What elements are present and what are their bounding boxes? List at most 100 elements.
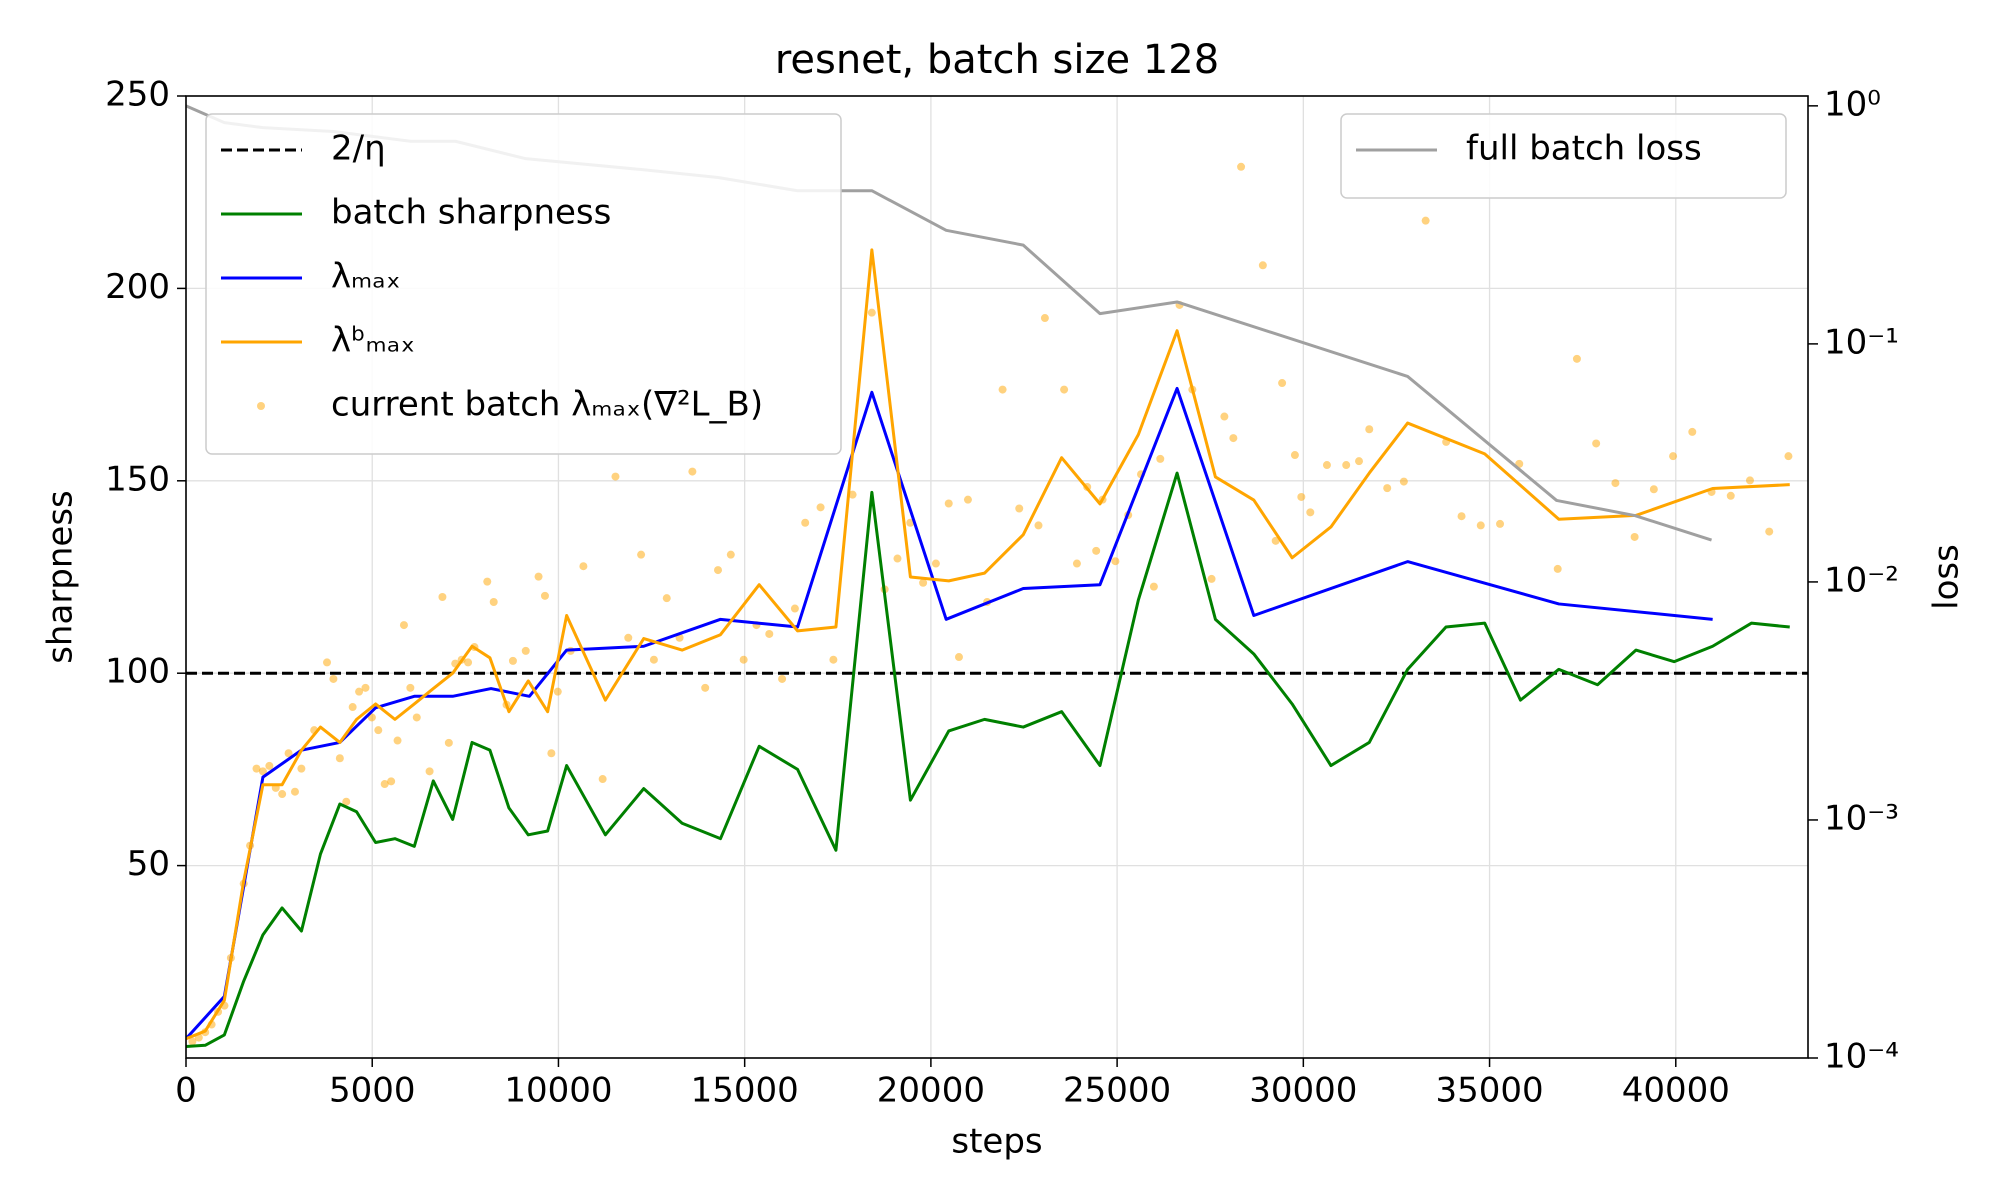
scatter-point	[906, 518, 915, 527]
x-tick-label: 20000	[877, 1071, 985, 1111]
scatter-point	[521, 646, 530, 655]
x-axis-label: steps	[951, 1122, 1042, 1162]
x-tick-label: 40000	[1622, 1071, 1730, 1111]
scatter-point	[954, 653, 963, 662]
scatter-point	[367, 713, 376, 722]
scatter-point	[1034, 521, 1043, 530]
scatter-point	[444, 738, 453, 747]
scatter-point	[624, 633, 633, 642]
scatter-point	[1342, 461, 1351, 470]
scatter-point	[944, 499, 953, 508]
scatter-point	[406, 683, 415, 692]
scatter-point	[329, 674, 338, 683]
x-tick-label: 25000	[1063, 1071, 1171, 1111]
x-tick-label: 15000	[691, 1071, 799, 1111]
scatter-point	[547, 749, 556, 758]
scatter-point	[790, 604, 799, 613]
axes: 0 5000 10000 15000 20000 25000 30000 35000 40000…	[105, 75, 1899, 1111]
scatter-point	[553, 687, 562, 696]
y2-axis-label: loss	[1927, 544, 1967, 610]
scatter-point	[1229, 434, 1238, 443]
series-line	[186, 471, 1790, 1048]
legend-marker	[257, 402, 265, 410]
y-tick-label: 50	[127, 844, 170, 884]
scatter-point	[380, 780, 389, 789]
scatter-point	[188, 1037, 197, 1046]
scatter-point	[508, 656, 517, 665]
y-tick-label: 100	[105, 652, 170, 692]
y2-tick-label: 10⁰	[1824, 84, 1881, 124]
scatter-point	[598, 775, 607, 784]
scatter-point	[1457, 512, 1466, 521]
scatter-point	[1322, 461, 1331, 470]
scatter-point	[1476, 521, 1485, 530]
scatter-point	[1015, 504, 1024, 513]
scatter-point	[412, 713, 421, 722]
scatter-point	[387, 777, 396, 786]
scatter-point	[438, 593, 447, 602]
series-line	[186, 386, 1713, 1040]
x-tick-label: 30000	[1249, 1071, 1357, 1111]
scatter-point	[252, 764, 261, 773]
scatter-point	[998, 385, 1007, 394]
scatter-point	[1297, 492, 1306, 501]
scatter-point	[714, 566, 723, 575]
scatter-point	[323, 658, 332, 667]
scatter-point	[867, 308, 876, 317]
scatter-point	[1060, 385, 1069, 394]
scatter-point	[290, 787, 299, 796]
scatter-point	[399, 621, 408, 630]
scatter-point	[1072, 559, 1081, 568]
scatter-point	[1688, 427, 1697, 436]
scatter-point	[425, 767, 434, 776]
legend-label: batch sharpness	[331, 193, 611, 233]
scatter-point	[297, 764, 306, 773]
scatter-point	[579, 562, 588, 571]
scatter-point	[265, 761, 274, 770]
scatter-point	[829, 655, 838, 664]
scatter-point	[1207, 574, 1216, 583]
y2-tick-label: 10⁻⁴	[1824, 1037, 1899, 1077]
scatter-point	[342, 797, 351, 806]
scatter-point	[1649, 485, 1658, 494]
x-tick-label: 10000	[504, 1071, 612, 1111]
scatter-point	[816, 503, 825, 512]
scatter-point	[1040, 314, 1049, 323]
scatter-point	[1421, 216, 1430, 225]
scatter-point	[483, 577, 492, 586]
scatter-point	[393, 736, 402, 745]
scatter-point	[1399, 477, 1408, 486]
scatter-point	[374, 726, 383, 735]
scatter-point	[534, 572, 543, 581]
scatter-point	[919, 578, 928, 587]
scatter-point	[848, 490, 857, 499]
scatter-point	[335, 754, 344, 763]
legend-label: current batch λₘₐₓ(∇²L_B)	[331, 385, 763, 425]
legend-label: λₘₐₓ	[331, 257, 401, 297]
scatter-point	[649, 655, 658, 664]
scatter-point	[361, 683, 370, 692]
scatter-point	[1220, 412, 1229, 421]
x-tick-label: 0	[175, 1071, 197, 1111]
scatter-point	[284, 749, 293, 758]
scatter-point	[1278, 379, 1287, 388]
scatter-point	[1765, 527, 1774, 536]
scatter-point	[1726, 491, 1735, 500]
scatter-point	[258, 767, 267, 776]
y2-tick-label: 10⁻¹	[1824, 322, 1899, 362]
scatter-point	[801, 518, 810, 527]
legend-label: full batch loss	[1466, 129, 1702, 169]
x-tick-label: 5000	[329, 1071, 416, 1111]
scatter-point	[611, 472, 620, 481]
y2-tick-label: 10⁻³	[1824, 798, 1899, 838]
legend-label: λᵇₘₐₓ	[331, 321, 415, 361]
scatter-point	[1111, 557, 1120, 566]
scatter-point	[726, 550, 735, 559]
scatter-point	[355, 687, 364, 696]
scatter-point	[1784, 452, 1793, 461]
scatter-point	[1092, 546, 1101, 555]
y-tick-label: 250	[105, 75, 170, 115]
y-tick-label: 150	[105, 459, 170, 499]
scatter-point	[1237, 162, 1246, 171]
scatter-point	[1271, 536, 1280, 545]
